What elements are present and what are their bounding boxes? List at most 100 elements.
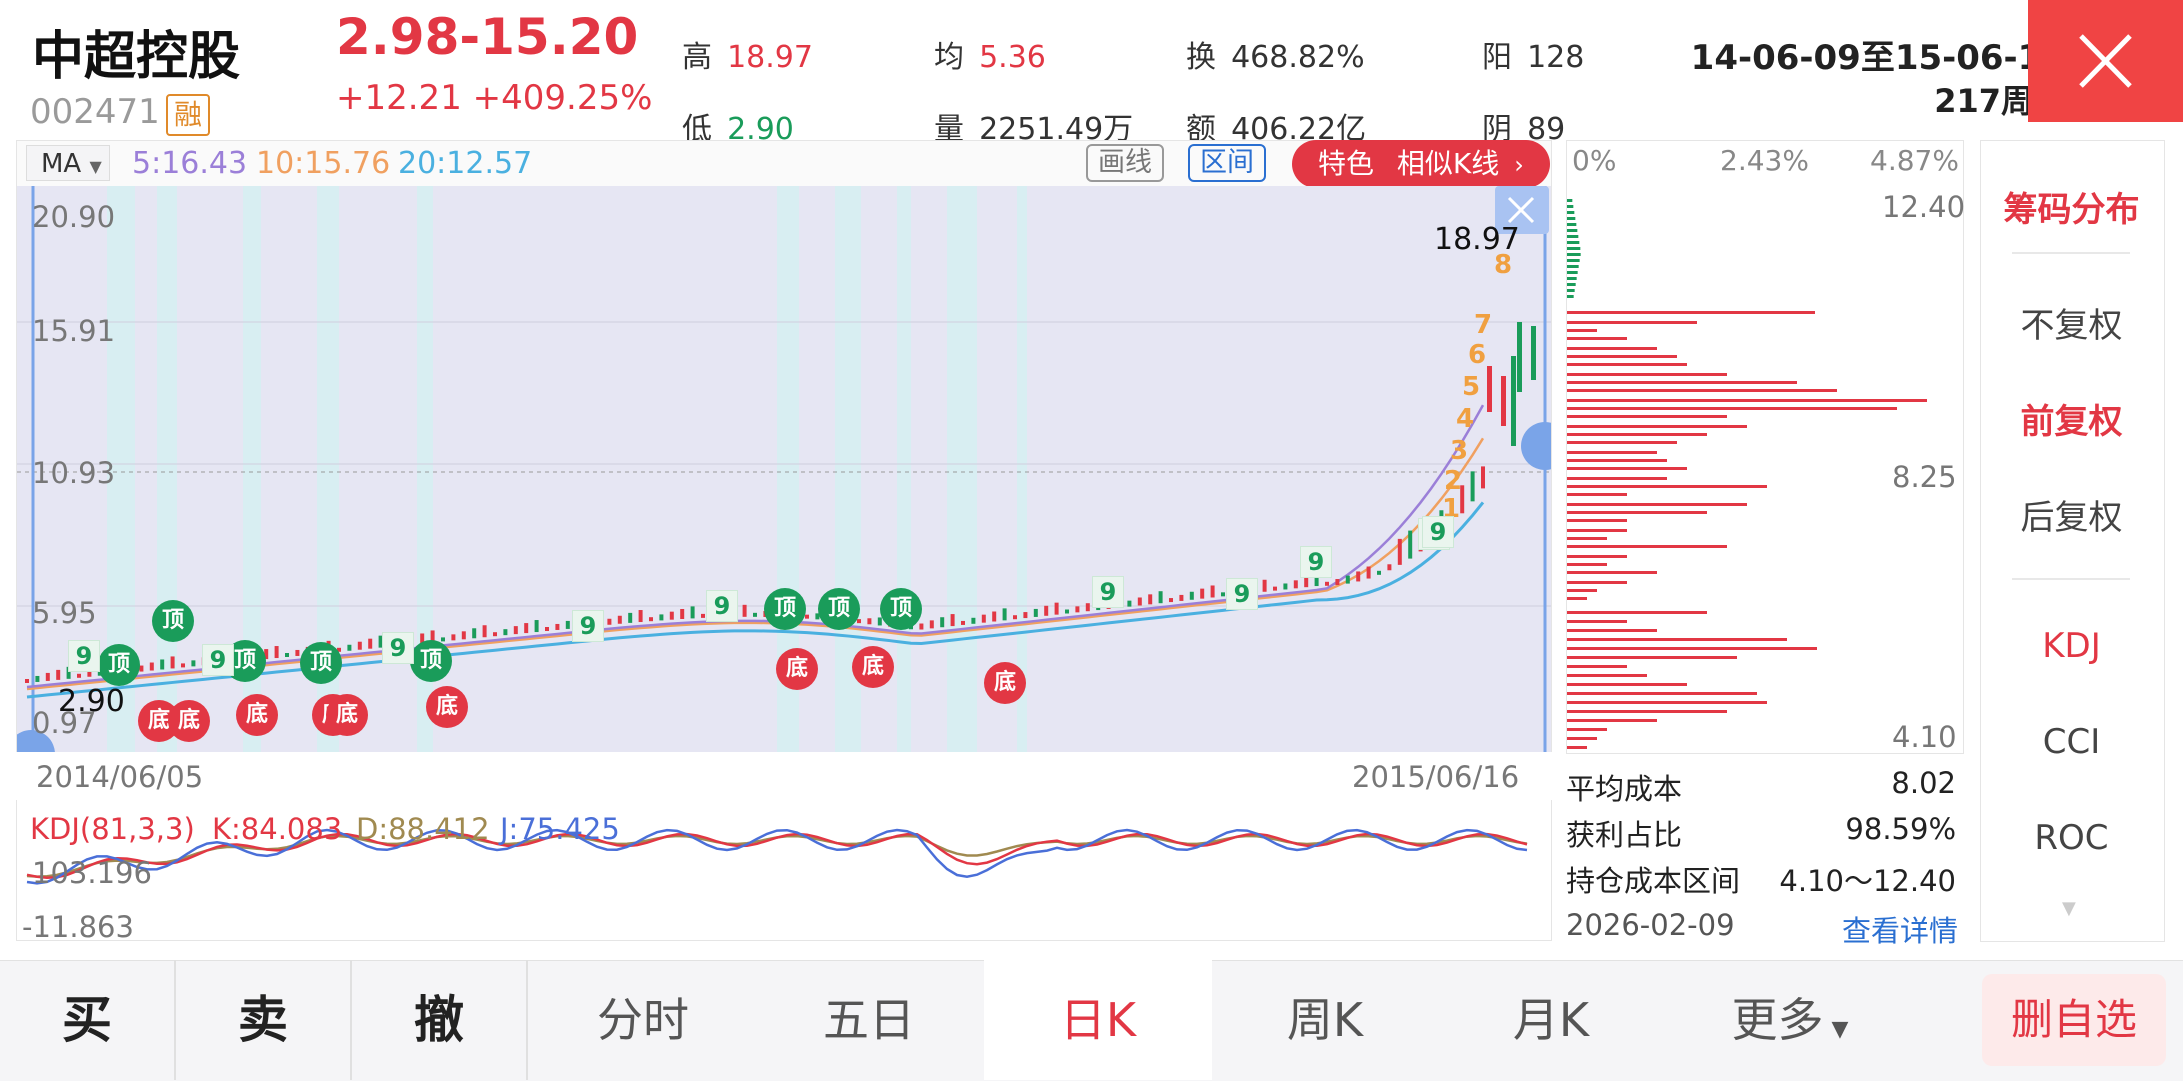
chip-bar bbox=[1567, 737, 1597, 740]
candle bbox=[420, 633, 425, 644]
avg-cost-value: 8.02 bbox=[1891, 766, 1956, 800]
kdj-panel[interactable] bbox=[16, 800, 1552, 941]
candle bbox=[1335, 579, 1340, 586]
candle bbox=[45, 672, 50, 681]
close-icon bbox=[1507, 196, 1535, 224]
bottom-signal-badge: 底 bbox=[236, 694, 278, 736]
candle bbox=[1293, 580, 1298, 589]
candle bbox=[1283, 583, 1288, 590]
chip-bar bbox=[1567, 503, 1747, 506]
chip-bar bbox=[1567, 399, 1927, 402]
chevron-right-icon: › bbox=[1514, 151, 1524, 179]
candle bbox=[1356, 571, 1361, 582]
buy-button[interactable]: 买 bbox=[62, 991, 112, 1049]
candle bbox=[1481, 466, 1485, 489]
td-count-label: 8 bbox=[1494, 250, 1513, 280]
top-signal-badge: 顶 bbox=[410, 640, 452, 682]
chip-pct-label: 4.87% bbox=[1870, 144, 1959, 177]
candle bbox=[929, 620, 934, 629]
kdj-j-line bbox=[26, 828, 1528, 885]
chip-pct-label: 2.43% bbox=[1720, 144, 1809, 177]
chip-bar-profit bbox=[1567, 295, 1574, 298]
cost-range-value: 4.10～12.40 bbox=[1779, 864, 1956, 898]
candle bbox=[659, 614, 664, 621]
menu-backward-adjust[interactable]: 后复权 bbox=[2020, 498, 2123, 538]
candle bbox=[274, 646, 279, 659]
sell-button[interactable]: 卖 bbox=[238, 991, 288, 1049]
chip-bar bbox=[1567, 389, 1837, 392]
highlight-band bbox=[947, 186, 977, 752]
ma5-value: 5:16.43 bbox=[132, 146, 248, 181]
chevron-down-icon[interactable]: ▼ bbox=[2062, 898, 2076, 919]
price-change: +12.21 +409.25% bbox=[336, 78, 653, 118]
candle bbox=[1200, 588, 1205, 599]
menu-cci[interactable]: CCI bbox=[2042, 722, 2101, 762]
stat-avg: 均 5.36 bbox=[934, 32, 1046, 76]
stat-up-days: 阳 128 bbox=[1482, 32, 1584, 76]
highlight-band bbox=[243, 186, 261, 752]
chip-bar bbox=[1567, 355, 1677, 358]
bottom-signal-badge: 底 bbox=[776, 648, 818, 690]
candle bbox=[607, 618, 612, 625]
candle bbox=[1460, 485, 1465, 514]
kdj-max-label: 103.196 bbox=[32, 856, 152, 890]
tab-intraday[interactable]: 分时 bbox=[597, 993, 689, 1047]
chip-bar bbox=[1567, 597, 1587, 600]
stat-turnover: 换 468.82% bbox=[1186, 32, 1365, 76]
ma-selector-label: MA bbox=[41, 149, 82, 179]
end-date-label: 2015/06/16 bbox=[1352, 760, 1520, 794]
candle bbox=[1325, 581, 1329, 586]
candle bbox=[1517, 322, 1522, 392]
menu-roc[interactable]: ROC bbox=[2034, 818, 2109, 858]
menu-no-adjust[interactable]: 不复权 bbox=[2020, 306, 2123, 346]
candle bbox=[867, 618, 872, 625]
chip-bar bbox=[1567, 620, 1627, 623]
remove-favorite-button[interactable]: 删自选 bbox=[1982, 974, 2166, 1066]
ma-selector[interactable]: MA ▼ bbox=[26, 145, 110, 181]
tab-weekly-k[interactable]: 周K bbox=[1286, 993, 1364, 1047]
candle bbox=[669, 611, 674, 620]
close-button[interactable] bbox=[2028, 0, 2183, 122]
view-detail-link[interactable]: 查看详情 bbox=[1842, 914, 1959, 948]
candle bbox=[524, 623, 529, 634]
chip-bar bbox=[1567, 728, 1607, 731]
nine-signal-badge: 9 bbox=[1300, 546, 1332, 578]
candle bbox=[1273, 586, 1277, 591]
chip-distribution-panel[interactable] bbox=[1566, 140, 1964, 754]
highlight-band bbox=[417, 186, 433, 752]
chevron-down-icon: ▼ bbox=[89, 157, 102, 176]
draw-line-button[interactable]: 画线 bbox=[1086, 144, 1164, 182]
candle bbox=[139, 665, 144, 672]
candle bbox=[285, 653, 289, 657]
candle bbox=[1314, 574, 1319, 587]
menu-chip-distribution[interactable]: 筹码分布 bbox=[2003, 190, 2140, 230]
tab-five-day[interactable]: 五日 bbox=[823, 993, 915, 1047]
candle bbox=[482, 625, 487, 638]
top-signal-badge: 顶 bbox=[880, 588, 922, 630]
td-count-label: 4 bbox=[1456, 404, 1475, 434]
bottom-signal-badge: 底 bbox=[426, 686, 468, 728]
tab-daily-k[interactable]: 日K bbox=[984, 960, 1212, 1080]
td-count-label: 6 bbox=[1468, 340, 1487, 370]
chip-bar bbox=[1567, 589, 1597, 592]
candle bbox=[191, 660, 196, 667]
chip-bar-profit bbox=[1567, 247, 1581, 250]
candle bbox=[451, 634, 456, 641]
similar-kline-label: 相似K线 bbox=[1396, 147, 1500, 180]
menu-forward-adjust[interactable]: 前复权 bbox=[2020, 402, 2123, 442]
ma10-value: 10:15.76 bbox=[256, 146, 391, 181]
nine-signal-badge: 9 bbox=[382, 632, 414, 664]
chip-bar bbox=[1567, 451, 1657, 454]
interval-button[interactable]: 区间 bbox=[1188, 144, 1266, 182]
cancel-order-button[interactable]: 撤 bbox=[414, 991, 464, 1049]
menu-kdj[interactable]: KDJ bbox=[2042, 626, 2101, 666]
candle bbox=[181, 663, 185, 668]
chip-bar bbox=[1567, 683, 1687, 686]
tab-monthly-k[interactable]: 月K bbox=[1512, 993, 1590, 1047]
chip-bar-profit bbox=[1567, 217, 1576, 220]
candle bbox=[1023, 612, 1028, 619]
candle bbox=[35, 675, 40, 682]
tab-more[interactable]: 更多 ▼ bbox=[1700, 960, 1880, 1080]
chip-bar bbox=[1567, 433, 1707, 436]
similar-kline-button[interactable]: 特色 相似K线 › bbox=[1292, 140, 1550, 188]
